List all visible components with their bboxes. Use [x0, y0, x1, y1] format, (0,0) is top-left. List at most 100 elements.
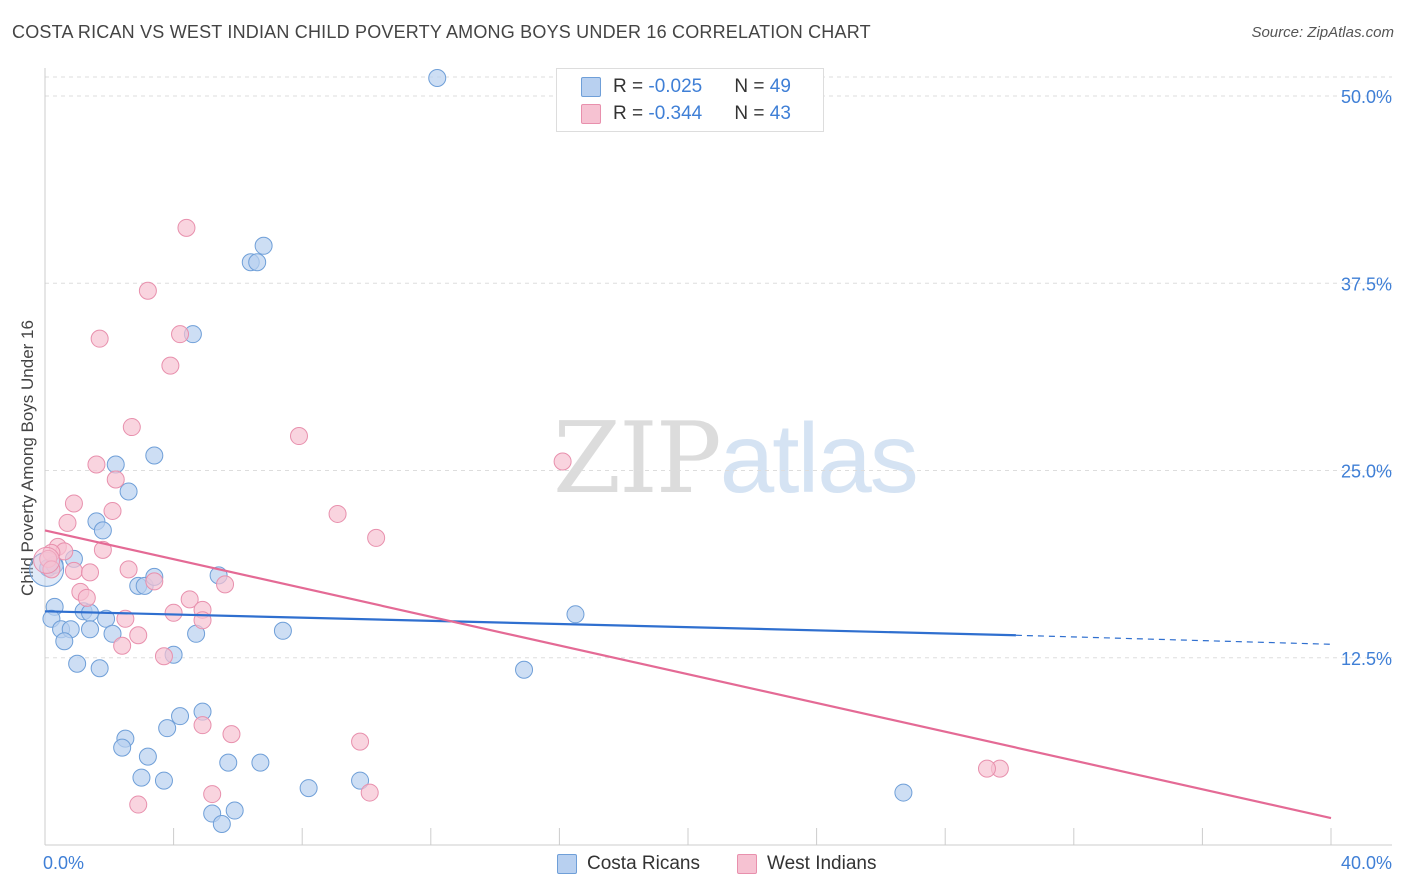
west-indian-point	[81, 563, 100, 582]
west-indian-point	[328, 504, 347, 523]
west-indian-point	[103, 501, 122, 520]
costa-rican-point	[106, 455, 125, 474]
r-label: R =	[613, 103, 649, 124]
n-value: 43	[769, 103, 791, 124]
n-value: 49	[769, 76, 791, 97]
chart-title: COSTA RICAN VS WEST INDIAN CHILD POVERTY…	[12, 22, 871, 42]
grid-lines	[45, 76, 1392, 659]
costa-rican-point	[97, 609, 116, 628]
west-indian-point	[289, 427, 308, 446]
y-tick-label: 50.0%	[1341, 87, 1392, 107]
costa-ricans-trend-line	[44, 610, 1016, 637]
costa-rican-point	[894, 783, 913, 802]
legend-item-west-indians[interactable]: West Indians	[737, 851, 876, 877]
legend-row-costa-ricans: R = -0.025 N = 49	[557, 73, 791, 101]
n-label: N =	[734, 76, 770, 97]
costa-rican-point	[219, 753, 238, 772]
west-indian-point	[193, 716, 212, 735]
west-indian-point	[119, 560, 138, 579]
costa-rican-point	[225, 801, 244, 820]
west-indian-point	[161, 356, 180, 375]
costa-rican-point	[566, 605, 585, 624]
costa-rican-point	[138, 747, 157, 766]
costa-rican-point	[212, 815, 231, 834]
west-indian-point	[64, 561, 83, 580]
west-indian-point	[553, 452, 572, 471]
west-indian-point	[116, 609, 135, 628]
costa-rican-point	[55, 632, 74, 651]
west-indian-point	[222, 725, 241, 744]
costa-ricans-trend-extension	[1015, 634, 1332, 645]
west-indian-point	[203, 785, 222, 804]
west-indian-point	[145, 572, 164, 591]
costa-rican-point	[428, 69, 447, 88]
west-indian-point	[154, 647, 173, 666]
costa-rican-point	[81, 620, 100, 639]
x-tick-label: 0.0%	[43, 853, 84, 873]
costa-rican-point	[154, 771, 173, 790]
west-indian-point	[164, 603, 183, 622]
costa-rican-point	[273, 621, 292, 640]
west-indian-point	[351, 732, 370, 751]
costa-rican-point	[90, 659, 109, 678]
axes	[44, 68, 1392, 846]
correlation-legend: R = -0.025 N = 49 R = -0.344 N = 43	[556, 68, 824, 132]
costa-rican-point	[103, 624, 122, 643]
costa-rican-point	[113, 738, 132, 757]
west-indian-point	[138, 281, 157, 300]
trend-lines	[44, 529, 1332, 820]
west-indian-point	[58, 513, 77, 532]
costa-rican-point	[145, 446, 164, 465]
costa-rican-point	[132, 768, 151, 787]
west-indian-point	[177, 218, 196, 237]
west-indian-point	[33, 546, 61, 574]
costa-ricans-points	[29, 69, 913, 834]
blue-swatch	[581, 77, 601, 97]
west-indian-point	[106, 470, 125, 489]
west-indian-point	[122, 418, 141, 437]
costa-rican-point	[171, 707, 190, 726]
costa-rican-point	[93, 521, 112, 540]
costa-rican-point	[158, 719, 177, 738]
west-indian-point	[77, 588, 96, 607]
legend-item-costa-ricans[interactable]: Costa Ricans	[557, 851, 700, 877]
west-indian-point	[367, 528, 386, 547]
tick-labels: 12.5% 25.0% 37.5% 50.0% 0.0% 40.0%	[43, 87, 1392, 873]
costa-rican-point	[515, 660, 534, 679]
r-value: -0.025	[648, 76, 703, 97]
west-indian-point	[129, 626, 148, 645]
west-indian-point	[64, 494, 83, 513]
source-credit: Source: ZipAtlas.com	[1251, 24, 1394, 41]
west-indian-point	[171, 325, 190, 344]
y-tick-label: 12.5%	[1341, 649, 1392, 669]
n-label: N =	[734, 103, 770, 124]
costa-rican-point	[351, 771, 370, 790]
r-label: R =	[613, 76, 649, 97]
costa-rican-point	[68, 654, 87, 673]
west-indian-point	[90, 329, 109, 348]
west-indian-point	[360, 783, 379, 802]
legend-row-west-indians: R = -0.344 N = 43	[557, 100, 791, 128]
west-indian-point	[180, 590, 199, 609]
pink-swatch	[737, 854, 757, 874]
blue-swatch	[557, 854, 577, 874]
costa-rican-point	[251, 753, 270, 772]
west-indian-point	[87, 455, 106, 474]
costa-rican-point	[119, 482, 138, 501]
west-indians-points	[33, 218, 1009, 814]
west-indians-trend-line	[44, 529, 1332, 820]
legend-label: West Indians	[767, 853, 877, 874]
x-tick-label: 40.0%	[1341, 853, 1392, 873]
west-indian-point	[93, 540, 112, 559]
west-indian-point	[977, 759, 996, 778]
legend-label: Costa Ricans	[587, 853, 700, 874]
costa-rican-point	[248, 253, 267, 272]
costa-rican-point	[299, 779, 318, 798]
costa-rican-point	[254, 236, 273, 255]
y-tick-label: 25.0%	[1341, 462, 1392, 482]
pink-swatch	[581, 104, 601, 124]
r-value: -0.344	[648, 103, 703, 124]
west-indian-point	[216, 575, 235, 594]
west-indian-point	[129, 795, 148, 814]
